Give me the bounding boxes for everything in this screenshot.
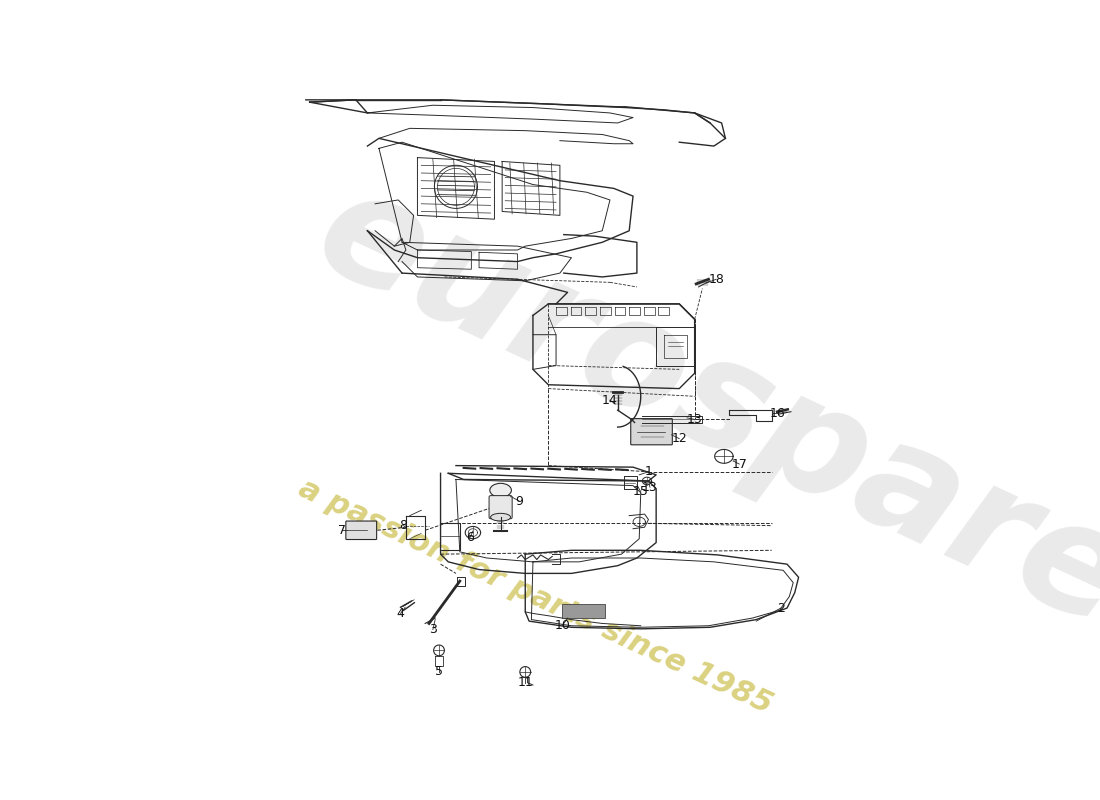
FancyBboxPatch shape <box>490 496 513 518</box>
Text: 13: 13 <box>642 481 658 494</box>
FancyBboxPatch shape <box>630 418 672 445</box>
Text: 18: 18 <box>708 273 724 286</box>
Text: 1: 1 <box>645 466 652 478</box>
Text: 9: 9 <box>515 494 522 507</box>
Ellipse shape <box>490 483 512 497</box>
Text: 10: 10 <box>554 619 570 632</box>
Text: 11: 11 <box>517 676 534 690</box>
FancyBboxPatch shape <box>345 521 376 539</box>
Text: 6: 6 <box>466 531 474 545</box>
Bar <box>562 604 605 618</box>
Text: a passion for parts since 1985: a passion for parts since 1985 <box>295 474 778 719</box>
Text: 13: 13 <box>686 413 703 426</box>
Ellipse shape <box>491 514 510 521</box>
Text: 14: 14 <box>602 394 618 406</box>
Text: 12: 12 <box>671 432 688 445</box>
Text: 7: 7 <box>338 524 346 537</box>
Text: 4: 4 <box>397 607 405 620</box>
Text: 8: 8 <box>399 519 408 532</box>
Text: 17: 17 <box>732 458 747 470</box>
Text: 3: 3 <box>429 623 437 636</box>
Text: 2: 2 <box>777 602 784 614</box>
Text: 16: 16 <box>770 406 785 420</box>
Text: 5: 5 <box>434 666 443 678</box>
Text: 15: 15 <box>632 486 649 498</box>
Text: eurospares: eurospares <box>295 155 1100 698</box>
